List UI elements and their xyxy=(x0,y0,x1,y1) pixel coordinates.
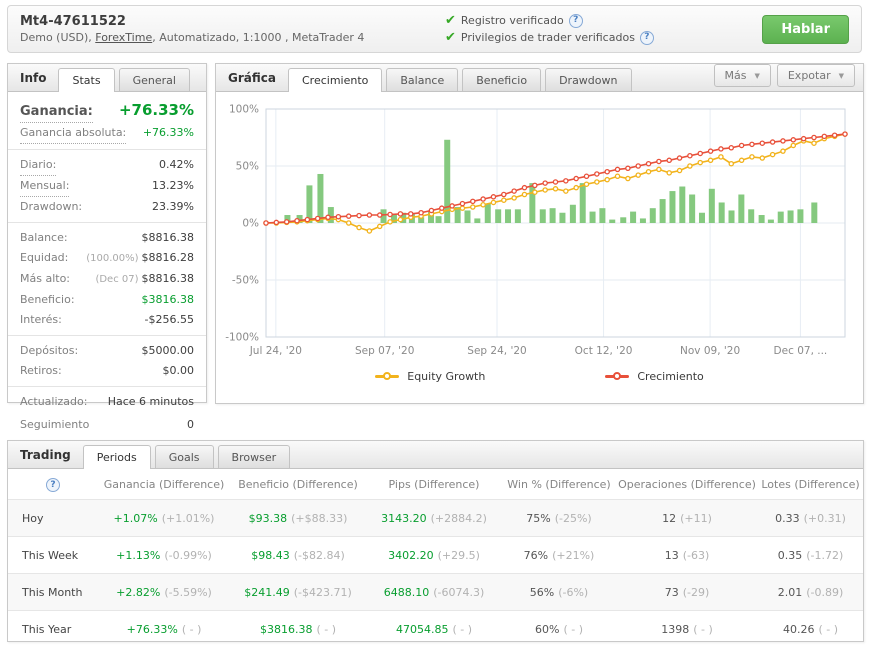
col-beneficio: Beneficio (Difference) xyxy=(238,477,358,491)
legend-marker-red xyxy=(605,372,630,381)
tab-goals[interactable]: Goals xyxy=(154,445,214,468)
chart-tab-strip: Gráfica Crecimiento Balance Beneficio Dr… xyxy=(216,64,863,92)
verification-label: Registro verificado xyxy=(460,14,564,27)
divider xyxy=(8,222,206,223)
check-icon: ✔ xyxy=(445,13,456,28)
periods-table: ? Ganancia (Difference) Beneficio (Diffe… xyxy=(8,469,863,647)
account-subtitle-suffix: , Automatizado, 1:1000 , MetaTrader 4 xyxy=(152,31,365,44)
question-icon[interactable]: ? xyxy=(46,477,60,492)
col-win: Win % (Difference) xyxy=(507,477,611,491)
divider xyxy=(8,149,206,150)
tab-balance[interactable]: Balance xyxy=(386,68,459,91)
stat-beneficio: Beneficio: $3816.38 xyxy=(20,293,194,306)
stat-mas-alto: Más alto: (Dec 07) $8816.38 xyxy=(20,272,194,285)
verification-row-privileges: ✔ Privilegios de trader verificados ? xyxy=(445,29,762,46)
legend-label: Crecimiento xyxy=(637,370,704,383)
svg-text:50%: 50% xyxy=(236,161,259,173)
info-panel: Info Stats General Ganancia: +76.33% Gan… xyxy=(7,63,207,431)
tab-browser[interactable]: Browser xyxy=(217,445,291,468)
svg-text:Oct 12, '20: Oct 12, '20 xyxy=(575,345,633,357)
table-row-this-week: This Week +1.13% (-0.99%) $98.43 (-$82.84)… xyxy=(8,536,863,573)
stat-retiros: Retiros: $0.00 xyxy=(20,364,194,377)
verification-row-registry: ✔ Registro verificado ? xyxy=(445,12,762,29)
chevron-down-icon: ▼ xyxy=(754,71,760,80)
table-row-this-year: This Year +76.33%( - ) $3816.38( - ) 470… xyxy=(8,610,863,647)
chevron-down-icon: ▼ xyxy=(838,71,844,80)
question-icon[interactable]: ? xyxy=(639,30,654,45)
check-icon: ✔ xyxy=(445,30,456,45)
tab-periods[interactable]: Periods xyxy=(82,445,151,469)
chart-panel: Gráfica Crecimiento Balance Beneficio Dr… xyxy=(215,63,864,404)
svg-text:Nov 09, '20: Nov 09, '20 xyxy=(680,345,740,357)
stat-drawdown: Drawdown: 23.39% xyxy=(20,200,194,213)
legend-item-crecimiento: Crecimiento xyxy=(605,370,704,383)
talk-button[interactable]: Hablar xyxy=(762,14,849,44)
stat-balance: Balance: $8816.38 xyxy=(20,231,194,244)
stat-interes: Interés: -$256.55 xyxy=(20,313,194,326)
svg-text:Dec 07, ...: Dec 07, ... xyxy=(774,345,828,357)
svg-text:-50%: -50% xyxy=(232,275,259,287)
stat-diario: Diario: 0.42% xyxy=(20,155,194,176)
info-panel-title: Info xyxy=(20,71,47,85)
svg-text:Sep 24, '20: Sep 24, '20 xyxy=(467,345,526,357)
verification-label: Privilegios de trader verificados xyxy=(460,31,635,44)
stat-seguimiento: Seguimiento 0 xyxy=(20,418,194,431)
broker-link[interactable]: ForexTime xyxy=(95,31,153,44)
verification-block: ✔ Registro verificado ? ✔ Privilegios de… xyxy=(445,12,762,46)
col-ganancia: Ganancia (Difference) xyxy=(103,477,225,491)
tab-drawdown[interactable]: Drawdown xyxy=(545,68,632,91)
stat-equidad: Equidad: (100.00%) $8816.28 xyxy=(20,251,194,264)
table-row-this-month: This Month +2.82% (-5.59%) $241.49 (-$423.… xyxy=(8,573,863,610)
col-operaciones: Operaciones (Difference) xyxy=(618,477,756,491)
svg-text:Sep 07, '20: Sep 07, '20 xyxy=(355,345,414,357)
col-lotes: Lotes (Difference) xyxy=(761,477,860,491)
tab-general[interactable]: General xyxy=(118,68,190,91)
chart-toolbar: Más ▼ Expotar ▼ xyxy=(713,64,864,91)
info-tab-strip: Info Stats General xyxy=(8,64,206,92)
account-title: Mt4-47611522 xyxy=(20,14,126,29)
table-row-hoy: Hoy +1.07% (+1.01%) $93.38 (+$88.33) 3143.… xyxy=(8,499,863,536)
export-dropdown-button[interactable]: Expotar ▼ xyxy=(776,64,855,87)
chart-panel-title: Gráfica xyxy=(228,71,276,85)
tab-crecimiento[interactable]: Crecimiento xyxy=(287,68,383,92)
chart-legend: Equity Growth Crecimiento xyxy=(216,370,863,383)
svg-text:0%: 0% xyxy=(242,218,259,230)
stat-actualizado: Actualizado: Hace 6 minutos xyxy=(20,395,194,408)
trading-tab-strip: Trading Periods Goals Browser xyxy=(8,441,863,469)
account-summary: Mt4-47611522 Demo (USD), ForexTime, Auto… xyxy=(8,13,445,45)
legend-marker-yellow xyxy=(375,372,400,381)
svg-text:Jul 24, '20: Jul 24, '20 xyxy=(249,345,302,357)
trading-panel-title: Trading xyxy=(20,448,71,462)
more-dropdown-button[interactable]: Más ▼ xyxy=(713,64,771,87)
periods-table-header: ? Ganancia (Difference) Beneficio (Diffe… xyxy=(8,469,863,499)
tab-stats[interactable]: Stats xyxy=(58,68,115,92)
legend-label: Equity Growth xyxy=(407,370,486,383)
stat-ganancia-absoluta: Ganancia absoluta: +76.33% xyxy=(20,123,194,144)
legend-item-equity-growth: Equity Growth xyxy=(375,370,485,383)
periods-panel: Trading Periods Goals Browser ? Ganancia… xyxy=(7,440,864,642)
account-subtitle-prefix: Demo (USD), xyxy=(20,31,96,44)
stat-ganancia: Ganancia: +76.33% xyxy=(20,100,194,123)
stat-mensual: Mensual: 13.23% xyxy=(20,176,194,197)
account-header-bar: Mt4-47611522 Demo (USD), ForexTime, Auto… xyxy=(7,5,862,53)
svg-text:100%: 100% xyxy=(229,104,259,116)
growth-chart-svg: 100% 50% 0% -50% -100%Jul 24, '20 Sep 07, '20… xyxy=(225,104,848,357)
growth-chart[interactable]: 100% 50% 0% -50% -100% Jul 24, '20 Sep 07, '20… xyxy=(216,92,863,366)
divider xyxy=(8,386,206,387)
info-stats-list: Ganancia: +76.33% Ganancia absoluta: +76… xyxy=(8,92,206,435)
divider xyxy=(8,335,206,336)
svg-text:-100%: -100% xyxy=(225,332,259,344)
question-icon[interactable]: ? xyxy=(568,13,583,28)
stat-depositos: Depósitos: $5000.00 xyxy=(20,344,194,357)
tab-beneficio[interactable]: Beneficio xyxy=(462,68,542,91)
account-subtitle: Demo (USD), ForexTime, Automatizado, 1:1… xyxy=(20,30,445,45)
col-pips: Pips (Difference) xyxy=(388,477,480,491)
